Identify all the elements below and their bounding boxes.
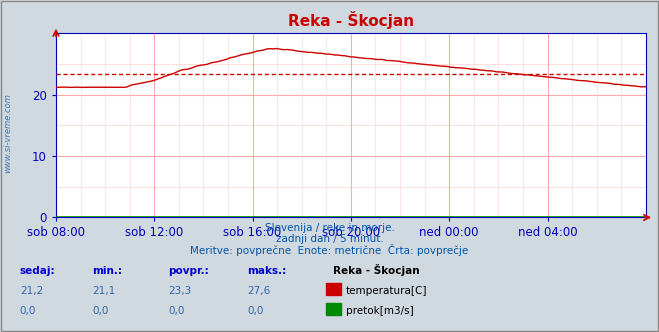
Text: Slovenija / reke in morje.: Slovenija / reke in morje. xyxy=(264,223,395,233)
Text: 0,0: 0,0 xyxy=(92,306,109,316)
Text: 21,2: 21,2 xyxy=(20,286,43,296)
Text: povpr.:: povpr.: xyxy=(168,266,209,276)
Text: Meritve: povprečne  Enote: metrične  Črta: povprečje: Meritve: povprečne Enote: metrične Črta:… xyxy=(190,244,469,256)
Text: temperatura[C]: temperatura[C] xyxy=(346,286,428,296)
Text: zadnji dan / 5 minut.: zadnji dan / 5 minut. xyxy=(275,234,384,244)
Text: maks.:: maks.: xyxy=(247,266,287,276)
Text: pretok[m3/s]: pretok[m3/s] xyxy=(346,306,414,316)
Text: www.si-vreme.com: www.si-vreme.com xyxy=(3,93,13,173)
Text: 27,6: 27,6 xyxy=(247,286,270,296)
Text: 0,0: 0,0 xyxy=(247,306,264,316)
Text: min.:: min.: xyxy=(92,266,123,276)
Text: 23,3: 23,3 xyxy=(168,286,191,296)
Text: 21,1: 21,1 xyxy=(92,286,115,296)
Text: 0,0: 0,0 xyxy=(168,306,185,316)
Text: sedaj:: sedaj: xyxy=(20,266,55,276)
Text: 0,0: 0,0 xyxy=(20,306,36,316)
Text: Reka - Škocjan: Reka - Škocjan xyxy=(333,264,419,276)
Title: Reka - Škocjan: Reka - Škocjan xyxy=(288,11,414,29)
